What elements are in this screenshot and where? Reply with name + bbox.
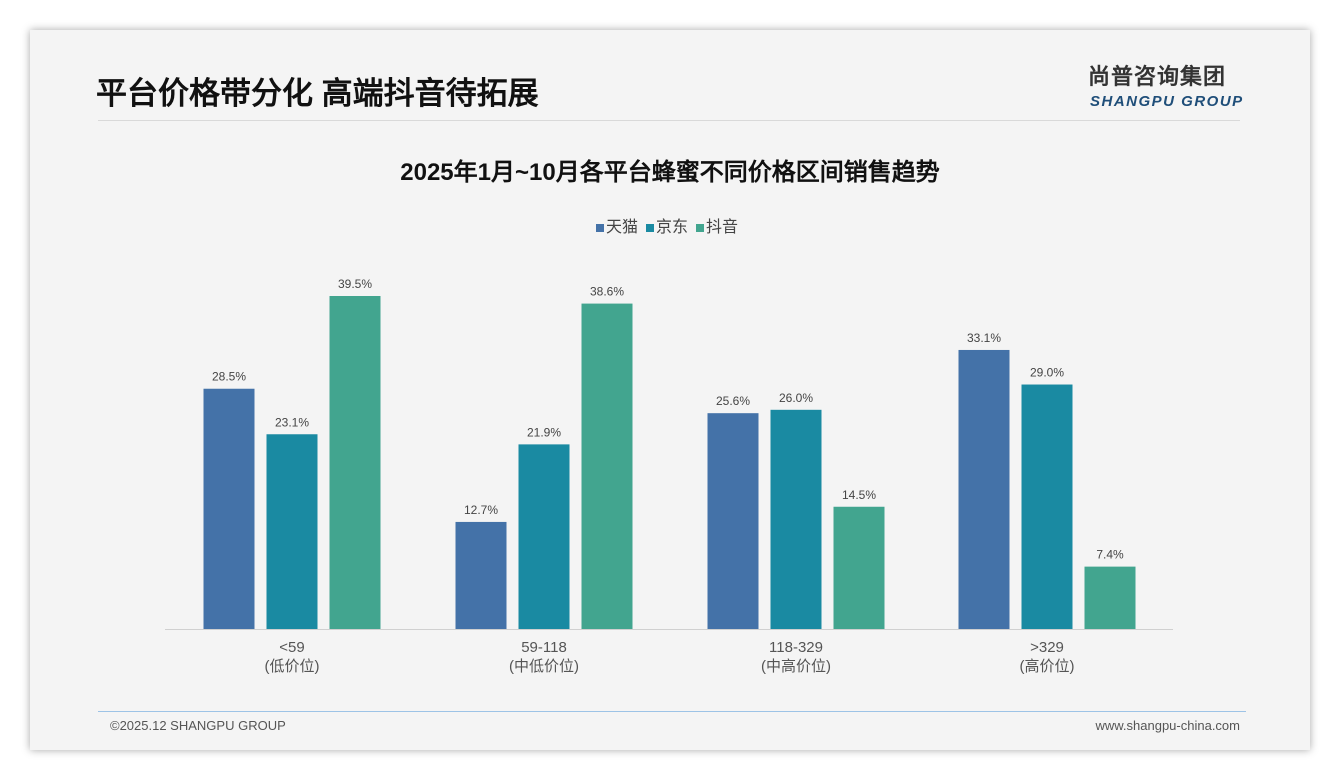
legend-label: 抖音 [706, 219, 739, 236]
x-tick-label: 59-118 [521, 639, 567, 656]
bar [329, 296, 381, 629]
bar [1084, 566, 1136, 629]
data-label: 38.6% [590, 285, 624, 299]
logo-en: SHANGPU GROUP [1090, 93, 1244, 110]
data-label: 14.5% [842, 488, 876, 502]
legend-label: 天猫 [606, 219, 639, 236]
data-label: 21.9% [527, 425, 561, 439]
legend-label: 京东 [656, 219, 689, 236]
x-tick-sublabel: (中高价位) [761, 658, 831, 675]
x-tick-sublabel: (高价位) [1020, 658, 1075, 675]
bar [1021, 384, 1073, 629]
bar [958, 349, 1010, 629]
data-label: 28.5% [212, 370, 246, 384]
data-label: 23.1% [275, 415, 309, 429]
legend-swatch [596, 223, 604, 232]
bar [707, 413, 759, 629]
data-label: 39.5% [338, 277, 372, 291]
x-tick-label: 118-329 [769, 639, 823, 656]
data-label: 26.0% [779, 391, 813, 405]
legend-item-douyin: 抖音 [696, 213, 738, 237]
x-tick-label: >329 [1030, 639, 1064, 656]
x-tick-sublabel: (中低价位) [509, 658, 579, 675]
bar [518, 444, 570, 629]
legend-swatch [646, 223, 655, 232]
page-title: 平台价格带分化 高端抖音待拓展 [96, 76, 539, 111]
bar [581, 303, 633, 629]
data-label: 12.7% [464, 503, 498, 517]
website-url: www.shangpu-china.com [1095, 718, 1240, 733]
data-label: 25.6% [716, 394, 750, 408]
logo-cn: 尚普咨询集团 [1088, 64, 1227, 89]
data-label: 7.4% [1096, 548, 1124, 562]
x-tick-sublabel: (低价位) [265, 658, 320, 675]
bar [770, 409, 822, 629]
chart-legend: 天猫 京东 抖音 [596, 213, 738, 237]
copyright: ©2025.12 SHANGPU GROUP [110, 718, 286, 733]
chart-title: 2025年1月~10月各平台蜂蜜不同价格区间销售趋势 [400, 159, 940, 186]
data-label: 29.0% [1030, 366, 1064, 380]
legend-swatch [696, 223, 705, 232]
data-label: 33.1% [967, 331, 1001, 345]
footer-divider [98, 711, 1246, 712]
bar [203, 388, 255, 629]
bar [266, 434, 318, 629]
bar [833, 506, 885, 629]
divider [98, 120, 1240, 121]
bar [455, 521, 507, 629]
legend-item-jd: 京东 [646, 213, 688, 237]
x-tick-label: <59 [279, 639, 304, 656]
legend-item-tmall: 天猫 [596, 213, 638, 237]
